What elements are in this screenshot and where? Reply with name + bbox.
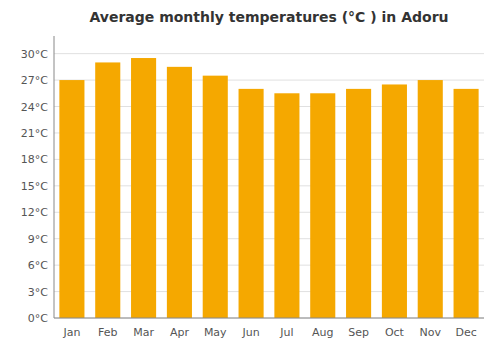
chart-container: Average monthly temperatures (°C ) in Ad… [0, 0, 500, 350]
x-tick-label: Aug [312, 326, 333, 339]
bar [167, 67, 192, 318]
x-tick-label: Jul [279, 326, 293, 339]
page: {"chart_data": {"type": "bar", "title": … [0, 0, 500, 350]
bar [310, 93, 335, 318]
x-axis-line [54, 318, 484, 319]
y-grid [54, 54, 484, 318]
bars [59, 58, 478, 318]
bar [95, 62, 120, 318]
x-tick-label: Jun [241, 326, 259, 339]
x-tick-label: Apr [170, 326, 190, 339]
y-tick-label: 6°C [28, 259, 48, 272]
x-tick-label: Dec [455, 326, 476, 339]
x-tick-label: Sep [348, 326, 369, 339]
y-tick-label: 15°C [21, 180, 48, 193]
x-tick-labels: Jan Feb Mar Apr May Jun Jul Aug Sep Oct Nov Dec [62, 326, 476, 339]
y-tick-labels: 0°C 3°C 6°C 9°C 12°C 15°C 18°C 21°C 24°C 27°C 30°C [21, 48, 48, 325]
x-tick-label: Nov [420, 326, 442, 339]
axes [54, 36, 484, 318]
bar [418, 80, 443, 318]
x-tick-label: Oct [385, 326, 405, 339]
grid-line [54, 53, 484, 54]
x-tick-label: Jan [62, 326, 80, 339]
x-tick-label: May [204, 326, 227, 339]
x-tick-label: Mar [133, 326, 154, 339]
bar [203, 76, 228, 318]
bar [239, 89, 264, 318]
chart-svg: Average monthly temperatures (°C ) in Ad… [0, 0, 500, 350]
bar [454, 89, 479, 318]
y-tick-label: 12°C [21, 206, 48, 219]
y-tick-label: 24°C [21, 101, 48, 114]
grid-line [54, 318, 484, 319]
y-tick-label: 3°C [28, 286, 48, 299]
y-tick-label: 9°C [28, 233, 48, 246]
bar [274, 93, 299, 318]
y-tick-label: 0°C [28, 312, 48, 325]
y-tick-label: 30°C [21, 48, 48, 61]
chart-title: Average monthly temperatures (°C ) in Ad… [89, 9, 448, 25]
bar [346, 89, 371, 318]
bar [131, 58, 156, 318]
y-tick-label: 27°C [21, 74, 48, 87]
y-tick-label: 18°C [21, 153, 48, 166]
y-tick-label: 21°C [21, 127, 48, 140]
bar [59, 80, 84, 318]
x-tick-label: Feb [98, 326, 117, 339]
bar [382, 84, 407, 318]
y-axis-line [54, 36, 55, 318]
